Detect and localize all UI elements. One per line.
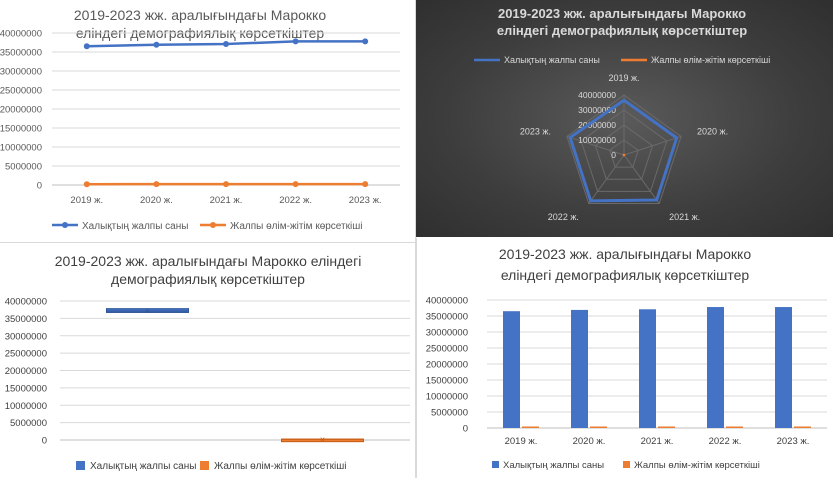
y-tick-label: 30000000	[5, 331, 47, 342]
legend-marker-series-1	[62, 222, 68, 228]
y-tick-label: 25000000	[426, 344, 468, 355]
y-tick-label: 15000000	[426, 376, 468, 387]
data-point	[84, 181, 90, 187]
chart-title-line-1: 2019-2023 жж. аралығындағы Марокко елінд…	[55, 253, 362, 269]
y-tick-label: 5000000	[431, 408, 468, 419]
y-tick-label: 10000000	[426, 392, 468, 403]
legend-label-series-1: Халықтың жалпы саны	[82, 221, 188, 232]
y-tick-label: 10000000	[5, 401, 47, 412]
data-point	[362, 181, 368, 187]
legend-label-series-2: Жалпы өлім-жітім көрсеткіші	[214, 461, 346, 472]
bar-series-2	[658, 427, 675, 429]
chart-title-line-2: еліндегі демографиялық көрсеткіштер	[497, 23, 747, 38]
mean-marker-2: ×	[320, 435, 325, 445]
legend-swatch-series-2	[623, 461, 630, 468]
x-tick-label: 2019 ж.	[70, 195, 103, 206]
data-point	[223, 181, 229, 187]
box-chart-panel: 2019-2023 жж. аралығындағы Марокко елінд…	[0, 242, 415, 479]
bar-series-2	[522, 427, 539, 429]
bar-series-1	[639, 309, 656, 428]
chart-title-line-2: демографиялық көрсеткіштер	[111, 271, 305, 287]
bar-series-2	[794, 427, 811, 429]
legend-label-series-2: Жалпы өлім-жітім көрсеткіші	[651, 55, 770, 65]
data-point	[223, 41, 229, 47]
x-tick-label: 2023 ж.	[349, 195, 382, 206]
y-tick-label: 0	[42, 436, 47, 447]
radial-tick-label: 0	[611, 150, 616, 160]
bar-chart: 2019-2023 жж. аралығындағы Марокко елінд…	[417, 238, 833, 478]
x-tick-label: 2023 ж.	[777, 436, 810, 447]
radial-tick-label: 40000000	[578, 90, 616, 100]
legend-swatch-series-1	[492, 461, 499, 468]
y-tick-label: 30000000	[426, 328, 468, 339]
legend-label-series-1: Халықтың жалпы саны	[503, 460, 604, 471]
category-label: 2023 ж.	[520, 126, 551, 136]
y-tick-label: 35000000	[0, 48, 42, 59]
radar-chart: 2019-2023 жж. аралығындағы Марокко елінд…	[416, 0, 833, 237]
y-tick-label: 25000000	[0, 86, 42, 97]
data-point	[293, 181, 299, 187]
data-point	[153, 42, 159, 48]
data-point	[293, 38, 299, 44]
series-line-2	[624, 155, 625, 156]
x-tick-label: 2020 ж.	[573, 436, 606, 447]
data-point	[84, 43, 90, 49]
chart-title-line-1: 2019-2023 жж. аралығындағы Марокко	[499, 246, 751, 262]
bar-series-1	[707, 307, 724, 428]
legend-swatch-series-1	[76, 461, 85, 470]
legend-label-series-2: Жалпы өлім-жітім көрсеткіші	[634, 460, 760, 471]
box-chart: 2019-2023 жж. аралығындағы Марокко елінд…	[0, 243, 415, 479]
y-tick-label: 25000000	[5, 349, 47, 360]
y-tick-label: 30000000	[0, 67, 42, 78]
y-tick-label: 20000000	[5, 366, 47, 377]
x-tick-label: 2021 ж.	[210, 195, 243, 206]
series-line-1	[570, 100, 677, 201]
bar-series-1	[503, 311, 520, 428]
category-label: 2020 ж.	[697, 126, 728, 136]
y-tick-label: 0	[463, 424, 468, 435]
y-tick-label: 40000000	[0, 29, 42, 40]
chart-title-line-1: 2019-2023 жж. аралығындағы Марокко	[74, 7, 326, 23]
x-tick-label: 2019 ж.	[505, 436, 538, 447]
x-tick-label: 2020 ж.	[140, 195, 173, 206]
category-label: 2022 ж.	[548, 212, 579, 222]
category-label: 2021 ж.	[669, 212, 700, 222]
chart-title-line-1: 2019-2023 жж. аралығындағы Марокко	[498, 6, 746, 21]
bar-series-1	[571, 310, 588, 428]
y-tick-label: 10000000	[0, 143, 42, 154]
y-tick-label: 0	[37, 181, 42, 192]
data-point	[362, 38, 368, 44]
y-tick-label: 20000000	[0, 105, 42, 116]
bar-chart-panel: 2019-2023 жж. аралығындағы Марокко елінд…	[416, 238, 833, 478]
x-tick-label: 2022 ж.	[279, 195, 312, 206]
legend-marker-series-2	[210, 222, 216, 228]
y-tick-label: 5000000	[5, 162, 42, 173]
legend-swatch-series-2	[200, 461, 209, 470]
mean-marker-1: ×	[145, 306, 150, 316]
y-tick-label: 40000000	[5, 297, 47, 308]
bar-series-1	[775, 307, 792, 428]
x-tick-label: 2021 ж.	[641, 436, 674, 447]
legend-label-series-1: Халықтың жалпы саны	[504, 55, 600, 65]
radial-tick-label: 10000000	[578, 135, 616, 145]
category-label: 2019 ж.	[608, 73, 639, 83]
line-chart: 2019-2023 жж. аралығындағы Марокко елінд…	[0, 0, 415, 240]
legend-label-series-2: Жалпы өлім-жітім көрсеткіші	[230, 221, 362, 232]
chart-title-line-2: еліндегі демографиялық көрсеткіштер	[501, 267, 750, 283]
y-tick-label: 20000000	[426, 360, 468, 371]
bar-series-2	[590, 427, 607, 429]
bar-series-2	[726, 427, 743, 429]
data-point	[153, 181, 159, 187]
legend-label-series-1: Халықтың жалпы саны	[90, 461, 196, 472]
y-tick-label: 35000000	[5, 314, 47, 325]
y-tick-label: 35000000	[426, 312, 468, 323]
line-chart-panel: 2019-2023 жж. аралығындағы Марокко елінд…	[0, 0, 415, 240]
y-tick-label: 15000000	[5, 383, 47, 394]
y-tick-label: 15000000	[0, 124, 42, 135]
x-tick-label: 2022 ж.	[709, 436, 742, 447]
y-tick-label: 40000000	[426, 296, 468, 307]
radar-chart-panel: 2019-2023 жж. аралығындағы Марокко елінд…	[416, 0, 833, 237]
y-tick-label: 5000000	[10, 418, 47, 429]
